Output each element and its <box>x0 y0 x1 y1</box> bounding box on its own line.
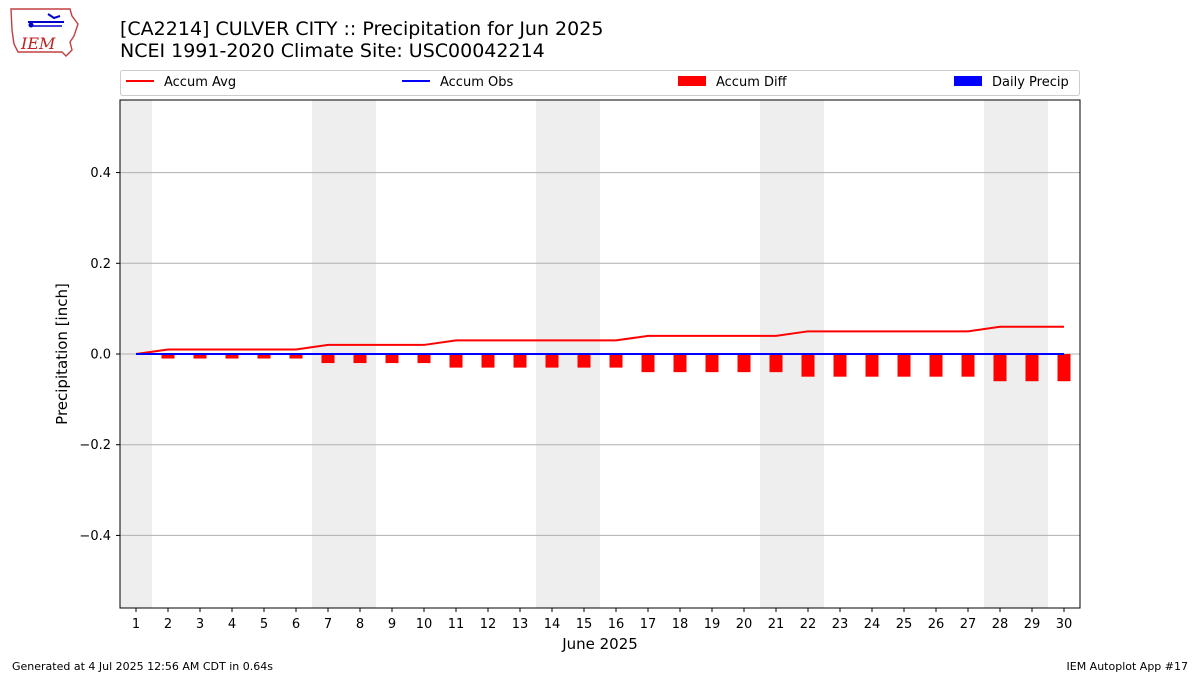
accum-diff-bar <box>1025 354 1039 382</box>
x-tick-label: 3 <box>196 617 204 632</box>
accum-diff-bar <box>865 354 879 377</box>
accum-diff-bar <box>449 354 463 368</box>
x-tick-label: 7 <box>324 617 332 632</box>
x-tick-label: 28 <box>992 617 1009 632</box>
x-tick-label: 23 <box>832 617 849 632</box>
accum-diff-bars <box>161 354 1071 382</box>
x-tick-label: 4 <box>228 617 236 632</box>
y-tick-label: −0.4 <box>79 529 111 544</box>
accum-diff-bar <box>577 354 591 368</box>
x-tick-label: 27 <box>960 617 977 632</box>
generated-timestamp: Generated at 4 Jul 2025 12:56 AM CDT in … <box>12 660 273 673</box>
chart-title-line2: NCEI 1991-2020 Climate Site: USC00042214 <box>120 40 545 62</box>
chart-title-line1: [CA2214] CULVER CITY :: Precipitation fo… <box>120 18 604 40</box>
accum-diff-bar <box>929 354 943 377</box>
x-tick-label: 8 <box>356 617 364 632</box>
accum-diff-bar <box>385 354 399 364</box>
y-tick-label: 0.4 <box>90 166 111 181</box>
x-tick-label: 10 <box>416 617 433 632</box>
legend-label: Accum Obs <box>440 75 513 90</box>
accum-diff-bar <box>161 354 175 359</box>
accum-diff-bar <box>801 354 815 377</box>
app-label: IEM Autoplot App #17 <box>1066 660 1189 673</box>
accum-diff-bar <box>961 354 975 377</box>
x-tick-label: 22 <box>800 617 817 632</box>
accum-diff-bar <box>417 354 431 364</box>
x-tick-label: 17 <box>640 617 657 632</box>
accum-diff-bar <box>1057 354 1071 382</box>
accum-lines <box>135 325 1064 355</box>
x-tick-label: 5 <box>260 617 268 632</box>
accum-diff-bar <box>289 354 303 359</box>
x-tick-label: 24 <box>864 617 881 632</box>
x-tick-label: 11 <box>448 617 465 632</box>
accum-diff-bar <box>705 354 719 373</box>
iem-logo: IEM <box>10 8 79 57</box>
x-axis-label: June 2025 <box>561 635 638 653</box>
accum-diff-bar <box>545 354 559 368</box>
x-tick-label: 19 <box>704 617 721 632</box>
accum-avg-line <box>135 325 1064 355</box>
x-tick-label: 6 <box>292 617 300 632</box>
x-tick-label: 20 <box>736 617 753 632</box>
x-tick-label: 12 <box>480 617 497 632</box>
x-tick-label: 18 <box>672 617 689 632</box>
x-tick-label: 21 <box>768 617 785 632</box>
accum-diff-bar <box>353 354 367 364</box>
legend-swatch-bar <box>954 76 982 86</box>
x-axis: 1 2 3 4 5 6 7 8 9 10 11 12 13 14 15 16 17 18 19 20 21 22 23 24 2… <box>132 608 1072 632</box>
accum-diff-bar <box>609 354 623 368</box>
logo-text: IEM <box>20 34 56 53</box>
accum-diff-bar <box>193 354 207 359</box>
y-tick-label: 0.2 <box>90 257 111 272</box>
x-tick-label: 13 <box>512 617 529 632</box>
x-tick-label: 16 <box>608 617 625 632</box>
accum-diff-bar <box>993 354 1007 382</box>
accum-diff-bar <box>481 354 495 368</box>
x-tick-label: 25 <box>896 617 913 632</box>
accum-diff-bar <box>641 354 655 373</box>
y-axis-label: Precipitation [inch] <box>53 283 71 425</box>
x-tick-label: 1 <box>132 617 140 632</box>
legend-frame <box>120 70 1080 96</box>
legend-label: Accum Avg <box>164 75 236 90</box>
accum-diff-bar <box>257 354 271 359</box>
x-tick-label: 14 <box>544 617 561 632</box>
accum-diff-bar <box>225 354 239 359</box>
accum-diff-bar <box>769 354 783 373</box>
x-tick-label: 26 <box>928 617 945 632</box>
accum-diff-bar <box>897 354 911 377</box>
x-tick-label: 2 <box>164 617 172 632</box>
accum-diff-bar <box>321 354 335 364</box>
accum-diff-bar <box>513 354 527 368</box>
accum-diff-bar <box>737 354 751 373</box>
y-axis: −0.4 −0.2 0.0 0.2 0.4 <box>79 166 120 544</box>
x-tick-label: 29 <box>1024 617 1041 632</box>
legend: Accum Avg Accum Obs Accum Diff Daily Precip <box>120 70 1080 96</box>
x-tick-label: 9 <box>388 617 396 632</box>
legend-swatch-bar <box>678 76 706 86</box>
x-tick-label: 30 <box>1056 617 1073 632</box>
x-tick-label: 15 <box>576 617 593 632</box>
legend-label: Accum Diff <box>716 75 788 90</box>
y-tick-label: 0.0 <box>90 348 111 363</box>
accum-diff-bar <box>833 354 847 377</box>
y-tick-label: −0.2 <box>79 438 111 453</box>
legend-label: Daily Precip <box>992 75 1069 90</box>
accum-diff-bar <box>673 354 687 373</box>
